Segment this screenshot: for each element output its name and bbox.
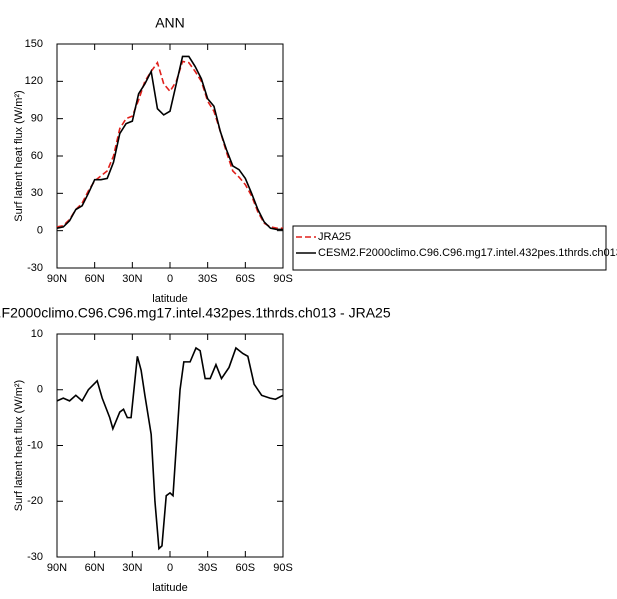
y-tick-label: 90	[31, 113, 43, 125]
y-tick-label: -10	[27, 439, 43, 451]
x-tick-label: 60S	[236, 273, 256, 285]
y-tick-label: 60	[31, 150, 43, 162]
y-tick-label: 30	[31, 187, 43, 199]
chart-title: CESM2.F2000climo.C96.C96.mg17.intel.432p…	[0, 305, 391, 321]
x-tick-label: 30S	[198, 273, 218, 285]
x-tick-label: 30N	[122, 562, 142, 574]
x-tick-label: 90N	[47, 273, 67, 285]
y-axis-label: Surf latent heat flux (W/m²)	[13, 380, 25, 511]
y-tick-label: -20	[27, 495, 43, 507]
x-axis-label: latitude	[152, 293, 187, 305]
legend-label: CESM2.F2000climo.C96.C96.mg17.intel.432p…	[318, 247, 617, 259]
y-tick-label: 120	[25, 75, 43, 87]
x-tick-label: 30N	[122, 273, 142, 285]
y-tick-label: -30	[27, 551, 43, 563]
x-tick-label: 30S	[198, 562, 218, 574]
y-tick-label: 0	[37, 384, 43, 396]
plot-frame	[56, 43, 284, 269]
x-tick-label: 0	[167, 562, 173, 574]
y-axis-label: Surf latent heat flux (W/m²)	[13, 90, 25, 221]
y-tick-label: 0	[37, 225, 43, 237]
x-tick-label: 90N	[47, 562, 67, 574]
x-axis-label: latitude	[152, 582, 187, 594]
data-line	[56, 55, 283, 231]
x-tick-label: 90S	[273, 562, 293, 574]
data-line	[56, 60, 283, 229]
y-tick-label: -30	[27, 262, 43, 274]
y-tick-label: 150	[25, 38, 43, 50]
data-line	[56, 346, 284, 551]
y-tick-label: 10	[31, 328, 43, 340]
x-tick-label: 90S	[273, 273, 293, 285]
x-tick-label: 60S	[236, 562, 256, 574]
plot-frame	[56, 333, 284, 558]
x-tick-label: 60N	[85, 273, 105, 285]
chart-title: ANN	[155, 15, 185, 31]
legend-box	[292, 225, 607, 271]
x-tick-label: 60N	[85, 562, 105, 574]
legend-label: JRA25	[318, 231, 351, 243]
x-tick-label: 0	[167, 273, 173, 285]
